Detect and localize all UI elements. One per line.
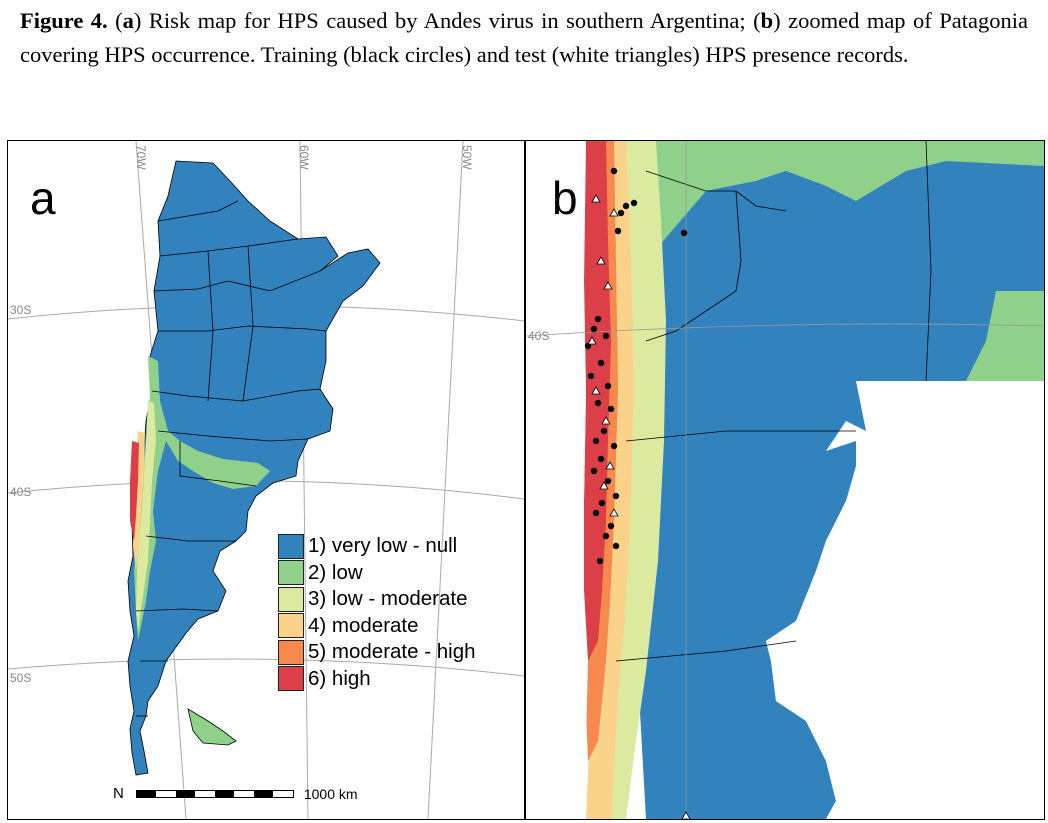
training-record-marker [597, 359, 605, 367]
risk-zone-high [130, 441, 139, 541]
training-record-marker [592, 437, 600, 445]
test-record-marker [603, 281, 613, 290]
legend-item: 4) moderate [278, 613, 476, 640]
map-panel-b: b 40S [525, 140, 1045, 820]
legend-swatch [278, 560, 304, 586]
training-record-marker [590, 467, 598, 475]
test-record-marker [681, 811, 691, 819]
scale-bar-graphic [135, 789, 294, 798]
graticule-label-70w: 70W [134, 145, 148, 170]
training-record-marker [587, 372, 595, 380]
training-record-marker [614, 227, 622, 235]
caption-b-text: ) zoomed map of Patagonia covering HPS o… [20, 8, 1028, 67]
graticule-label-30s: 30S [10, 303, 32, 317]
north-arrow-icon: N [113, 785, 124, 802]
training-record-marker [612, 492, 620, 500]
training-record-marker [612, 542, 620, 550]
zone-west-edge [526, 141, 588, 819]
graticule-label-50s: 50S [10, 671, 32, 685]
risk-zone-moderate [133, 431, 145, 571]
presence-records [584, 167, 691, 819]
legend-swatch [278, 613, 304, 639]
test-record-marker [591, 194, 601, 203]
caption-a-text: ) Risk map for HPS caused by Andes virus… [133, 8, 761, 33]
training-record-marker [602, 332, 610, 340]
graticule-label-b-40s: 40S [528, 329, 550, 343]
atlantic-ocean [766, 381, 1044, 819]
legend-swatch [278, 586, 304, 612]
training-record-marker [622, 202, 630, 210]
training-record-marker [597, 455, 605, 463]
test-record-marker [587, 336, 597, 345]
caption-b-label: b [760, 8, 774, 33]
test-record-marker [601, 416, 611, 425]
scale-label: 1000 km [303, 785, 358, 802]
scale-bar: N 1000 km [113, 785, 358, 802]
test-record-marker [591, 386, 601, 395]
tierra-del-fuego [187, 708, 237, 746]
legend-item: 1) very low - null [278, 533, 476, 560]
panel-a-letter: a [30, 172, 56, 224]
argentina-risk-map [8, 141, 524, 819]
legend-swatch [278, 533, 304, 559]
legend-item: 3) low - moderate [278, 586, 476, 613]
graticule-label-40s: 40S [10, 485, 32, 499]
zone-very-low [626, 161, 1044, 819]
training-record-marker [592, 509, 600, 517]
legend-item: 2) low [278, 560, 476, 587]
risk-zone-low-moderate [136, 401, 156, 631]
risk-legend: 1) very low - null 2) low 3) low - moderat… [278, 533, 476, 692]
figure-caption: Figure 4. (a) Risk map for HPS caused by… [20, 8, 1028, 67]
test-record-marker [596, 256, 606, 265]
training-record-marker [607, 522, 615, 530]
training-record-marker [594, 399, 602, 407]
test-record-marker [599, 481, 609, 490]
training-record-marker [594, 315, 602, 323]
training-record-marker [604, 477, 612, 485]
graticule-label-50w: 50W [460, 145, 474, 170]
training-record-marker [590, 325, 598, 333]
legend-label: 5) moderate - high [308, 640, 476, 664]
legend-swatch [278, 639, 304, 665]
test-record-marker [609, 208, 619, 217]
province-borders-b [526, 141, 1044, 819]
training-record-marker [596, 557, 604, 565]
training-record-marker [630, 199, 638, 207]
legend-swatch [278, 666, 304, 692]
figure-label: Figure 4. [20, 8, 108, 33]
training-record-marker [617, 209, 625, 217]
training-record-marker [598, 499, 606, 507]
test-record-marker [605, 461, 615, 470]
test-record-marker [609, 508, 619, 517]
training-record-marker [610, 442, 618, 450]
graticule-label-60w: 60W [297, 145, 311, 170]
legend-label: 2) low [308, 560, 363, 584]
legend-label: 4) moderate [308, 613, 419, 637]
patagonia-zoom-map [526, 141, 1044, 819]
training-record-marker [600, 427, 608, 435]
legend-item: 5) moderate - high [278, 639, 476, 666]
legend-label: 1) very low - null [308, 534, 458, 558]
panel-b-letter: b [552, 172, 578, 224]
training-record-marker [604, 382, 612, 390]
map-panel-a: a 70W 60W 50W 30S 40S 50S 1) very low - … [7, 140, 525, 820]
caption-a-label: a [122, 8, 134, 33]
province-borders [135, 200, 327, 717]
training-record-marker [607, 405, 615, 413]
training-record-marker [610, 167, 618, 175]
training-record-marker [680, 229, 688, 237]
training-record-marker [602, 532, 610, 540]
legend-label: 6) high [308, 666, 371, 690]
legend-item: 6) high [278, 666, 476, 693]
legend-label: 3) low - moderate [308, 587, 468, 611]
